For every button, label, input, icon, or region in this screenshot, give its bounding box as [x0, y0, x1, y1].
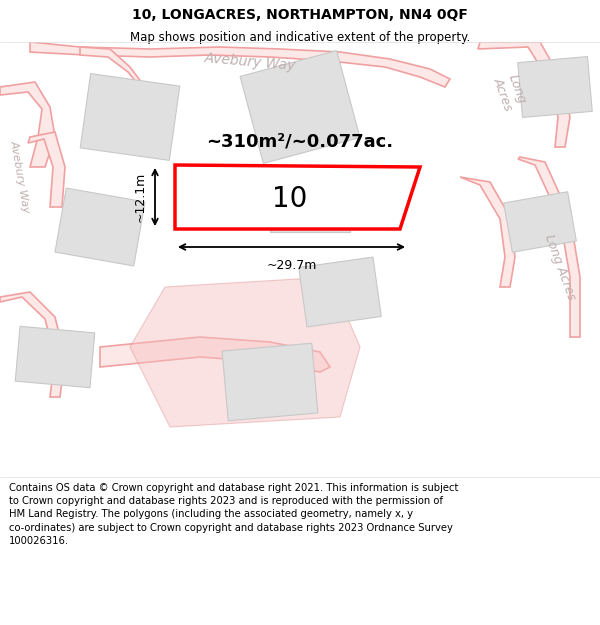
- Polygon shape: [55, 188, 145, 266]
- Polygon shape: [0, 292, 65, 397]
- Text: Map shows position and indicative extent of the property.: Map shows position and indicative extent…: [130, 31, 470, 44]
- Text: Avebury Way: Avebury Way: [203, 51, 296, 73]
- Text: Long
Acres: Long Acres: [491, 71, 529, 113]
- Polygon shape: [80, 47, 150, 132]
- Polygon shape: [15, 326, 95, 388]
- Polygon shape: [80, 74, 180, 161]
- Polygon shape: [460, 177, 515, 287]
- Polygon shape: [478, 42, 570, 147]
- Text: ~310m²/~0.077ac.: ~310m²/~0.077ac.: [206, 133, 394, 151]
- Polygon shape: [518, 56, 592, 118]
- Polygon shape: [30, 42, 450, 87]
- Polygon shape: [222, 343, 318, 421]
- Text: 10: 10: [272, 185, 308, 213]
- Polygon shape: [240, 51, 360, 163]
- Polygon shape: [503, 192, 577, 253]
- Polygon shape: [130, 277, 360, 427]
- Text: ~12.1m: ~12.1m: [134, 172, 147, 222]
- Text: Contains OS data © Crown copyright and database right 2021. This information is : Contains OS data © Crown copyright and d…: [9, 483, 458, 546]
- Polygon shape: [270, 166, 350, 231]
- Text: ~29.7m: ~29.7m: [266, 259, 317, 272]
- Polygon shape: [100, 337, 330, 372]
- Polygon shape: [175, 165, 420, 229]
- Polygon shape: [28, 132, 65, 207]
- Polygon shape: [0, 82, 55, 167]
- Text: Long Acres: Long Acres: [542, 232, 578, 302]
- Polygon shape: [299, 257, 382, 327]
- Polygon shape: [518, 157, 580, 337]
- Text: 10, LONGACRES, NORTHAMPTON, NN4 0QF: 10, LONGACRES, NORTHAMPTON, NN4 0QF: [132, 8, 468, 22]
- Text: Avebury Way: Avebury Way: [8, 140, 31, 214]
